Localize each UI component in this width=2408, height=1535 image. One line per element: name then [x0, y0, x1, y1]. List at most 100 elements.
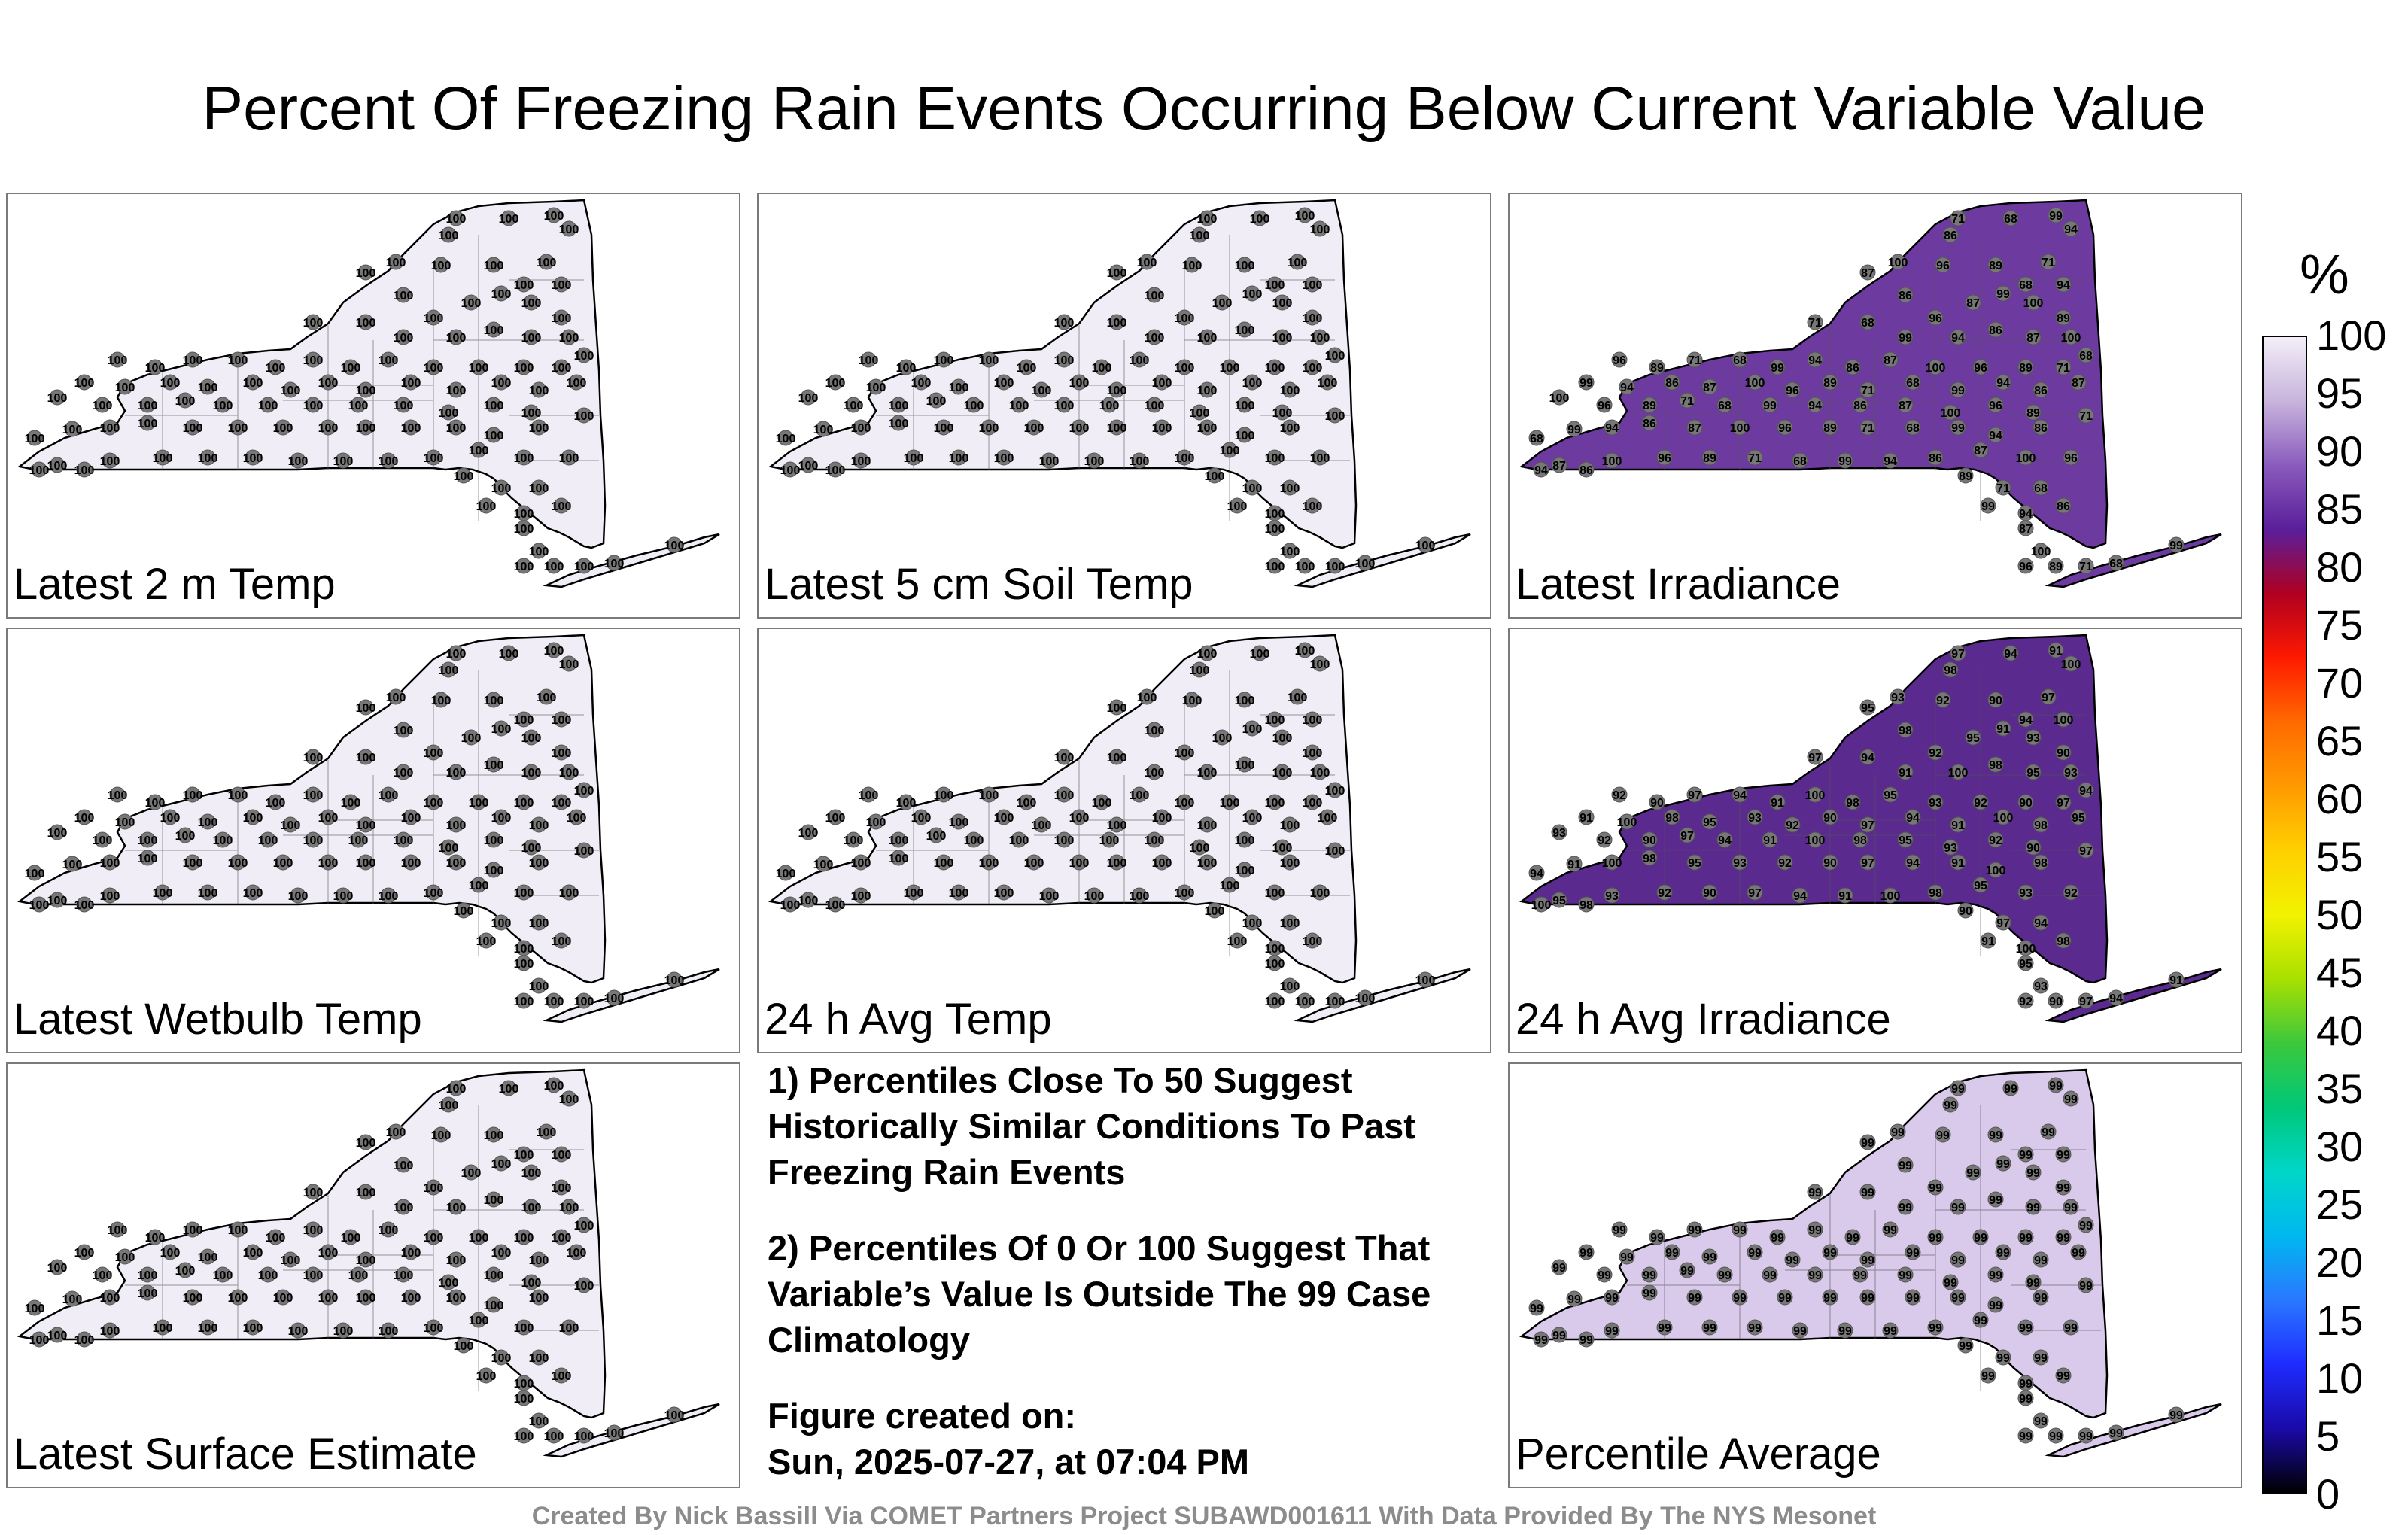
station-value: 100 — [446, 1292, 467, 1305]
colorbar-tick-label: 70 — [2316, 659, 2364, 707]
station-value: 100 — [574, 785, 594, 798]
station-marker — [493, 1349, 509, 1366]
station-marker — [1108, 314, 1125, 330]
station-marker — [230, 351, 246, 368]
station-marker — [531, 1251, 547, 1268]
station-marker — [357, 419, 374, 436]
station-value: 100 — [926, 830, 947, 843]
station-value: 86 — [1665, 377, 1679, 390]
station-value: 100 — [604, 992, 625, 1005]
station-value: 96 — [1929, 312, 1942, 325]
station-marker — [561, 1199, 577, 1215]
station-value: 100 — [1242, 917, 1263, 930]
station-marker — [1131, 351, 1148, 368]
station-value: 100 — [529, 980, 549, 993]
station-marker — [1777, 419, 1793, 436]
station-marker — [433, 1126, 449, 1143]
station-value: 100 — [476, 1370, 497, 1383]
station-value: 100 — [160, 377, 181, 390]
station-marker — [64, 421, 81, 437]
station-marker — [553, 1367, 570, 1384]
station-marker — [448, 816, 464, 833]
station-value: 100 — [394, 725, 414, 737]
colorbar-tick-label: 0 — [2316, 1470, 2340, 1518]
station-value: 100 — [1310, 452, 1330, 465]
station-marker — [455, 467, 472, 484]
station-marker — [1897, 1266, 1914, 1283]
station-marker — [576, 1427, 592, 1444]
station-marker — [1214, 729, 1230, 746]
station-value: 94 — [2004, 648, 2017, 661]
station-value: 99 — [1981, 1370, 1995, 1383]
station-marker — [184, 1221, 201, 1238]
station-value: 99 — [1861, 1292, 1874, 1305]
colorbar-tick-label: 15 — [2316, 1296, 2364, 1344]
station-marker — [1950, 816, 1966, 833]
station-value: 100 — [2061, 332, 2081, 345]
station-value: 99 — [1643, 1287, 1656, 1300]
station-marker — [335, 452, 351, 469]
station-value: 100 — [1280, 857, 1300, 870]
station-marker — [1551, 824, 1567, 840]
station-value: 100 — [303, 317, 324, 330]
station-marker — [1146, 287, 1163, 303]
station-value: 96 — [1658, 452, 1671, 465]
station-value: 99 — [2057, 1232, 2070, 1245]
station-marker — [576, 782, 592, 798]
station-marker — [485, 1126, 502, 1143]
station-marker — [117, 1248, 133, 1265]
station-marker — [2078, 782, 2094, 798]
station-marker — [523, 764, 540, 780]
station-marker — [523, 329, 540, 345]
station-marker — [1649, 794, 1665, 810]
station-value: 92 — [2019, 995, 2033, 1008]
station-marker — [403, 854, 419, 871]
station-value: 100 — [1272, 297, 1293, 310]
station-marker — [335, 887, 351, 904]
station-value: 100 — [273, 857, 293, 870]
station-value: 100 — [529, 1352, 549, 1365]
station-marker — [1108, 381, 1125, 398]
station-value: 96 — [1989, 400, 2002, 412]
station-value: 100 — [1941, 407, 1961, 420]
station-value: 100 — [1197, 819, 1218, 832]
station-value: 100 — [356, 1187, 376, 1199]
station-marker — [1108, 419, 1125, 436]
station-marker — [2033, 1412, 2049, 1429]
station-value: 100 — [1084, 890, 1105, 903]
station-value: 100 — [469, 1315, 489, 1327]
station-value: 100 — [1272, 767, 1293, 780]
station-marker — [76, 374, 93, 391]
station-marker — [109, 1221, 126, 1238]
station-marker — [1154, 854, 1170, 871]
station-value: 100 — [1009, 834, 1029, 847]
station-value: 100 — [1265, 887, 1285, 900]
station-marker — [448, 1199, 464, 1215]
station-marker — [576, 1277, 592, 1293]
station-marker — [1844, 794, 1861, 810]
station-value: 95 — [2019, 958, 2033, 971]
station-marker — [395, 287, 412, 303]
station-marker — [2017, 359, 2034, 375]
station-marker — [2078, 347, 2094, 363]
station-value: 95 — [1703, 816, 1716, 829]
station-marker — [1282, 816, 1298, 833]
station-marker — [2017, 1427, 2034, 1444]
station-value: 100 — [446, 857, 467, 870]
station-marker — [1859, 1184, 1876, 1200]
station-value: 100 — [213, 1269, 233, 1282]
station-marker — [478, 932, 494, 949]
station-marker — [1018, 359, 1035, 375]
station-value: 100 — [356, 1137, 376, 1150]
station-value: 98 — [2034, 819, 2048, 832]
station-marker — [493, 720, 509, 737]
long-island-outline — [2045, 533, 2222, 588]
station-value: 100 — [514, 714, 534, 727]
colorbar — [2262, 336, 2307, 1494]
station-marker — [546, 207, 562, 223]
station-value: 100 — [394, 400, 414, 412]
station-value: 100 — [499, 648, 519, 661]
station-marker — [500, 210, 517, 226]
station-value: 100 — [153, 887, 173, 900]
station-marker — [1664, 1244, 1680, 1260]
